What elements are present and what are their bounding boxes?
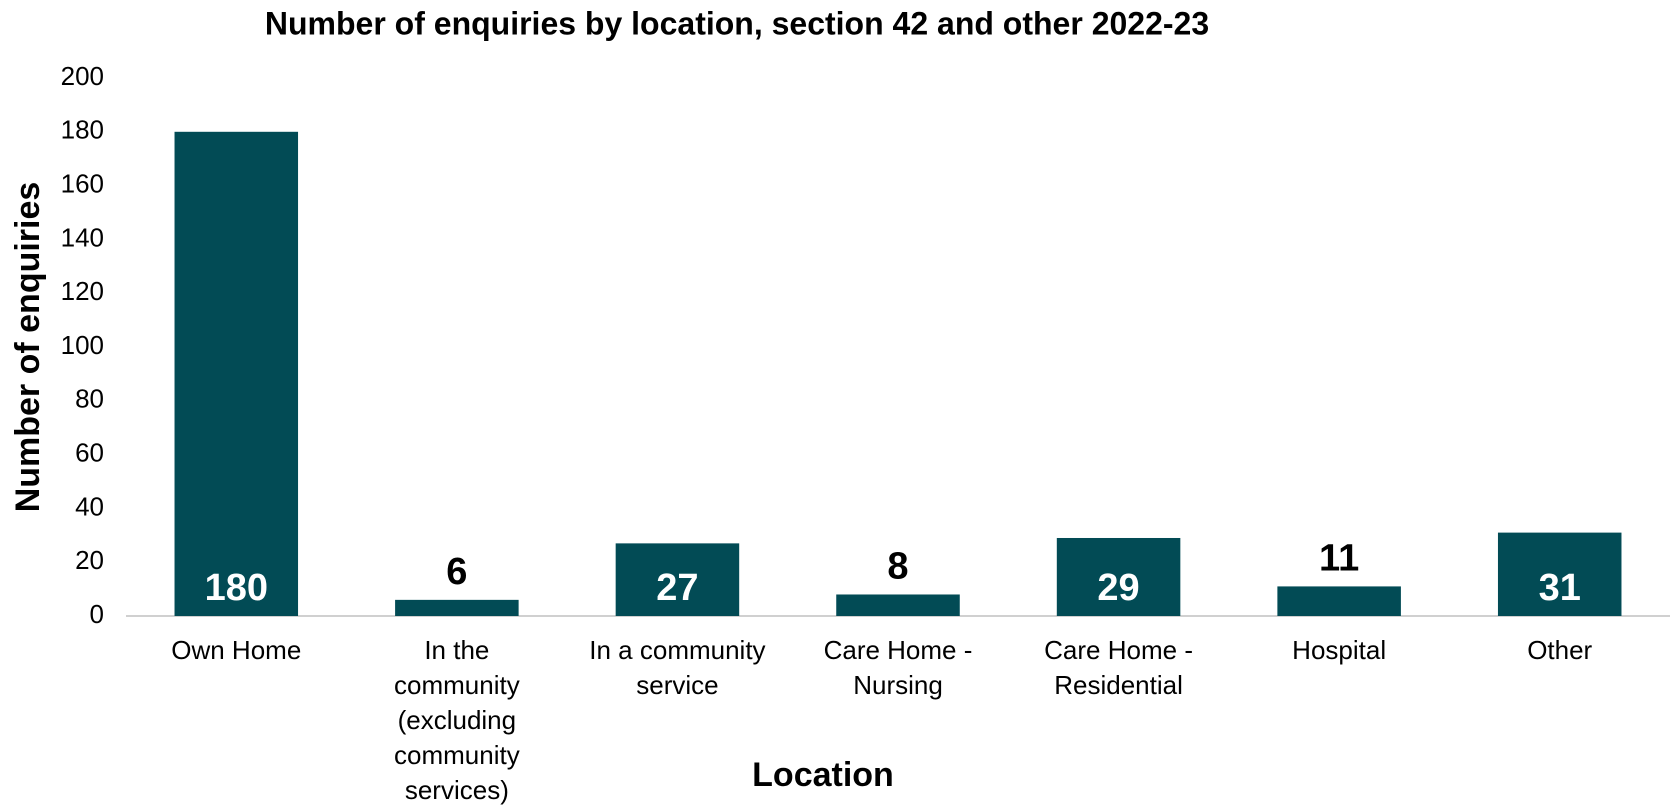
y-axis-title: Number of enquiries <box>9 182 47 513</box>
x-axis-title: Location <box>752 756 894 794</box>
y-tick-label: 40 <box>75 491 104 521</box>
data-label: 180 <box>205 567 268 609</box>
chart-title: Number of enquiries by location, section… <box>265 5 1209 41</box>
y-tick-label: 120 <box>61 276 104 306</box>
y-tick-label: 80 <box>75 384 104 414</box>
y-tick-label: 100 <box>61 330 104 360</box>
y-tick-label: 180 <box>61 115 104 145</box>
data-label: 31 <box>1539 567 1581 609</box>
bar <box>836 594 960 616</box>
y-tick-label: 140 <box>61 222 104 252</box>
y-tick-label: 20 <box>75 545 104 575</box>
bar <box>1497 532 1622 616</box>
bar <box>174 131 299 617</box>
x-tick-label: Other <box>1527 635 1592 665</box>
bar <box>395 599 519 616</box>
data-label: 29 <box>1097 567 1139 609</box>
y-tick-label: 160 <box>61 168 104 198</box>
data-label: 6 <box>446 551 467 593</box>
y-tick-label: 60 <box>75 437 104 467</box>
bar <box>1277 586 1401 616</box>
x-tick-label: In the community (excluding community servic… <box>394 635 520 805</box>
x-tick-label: Care Home -Residential <box>1044 635 1193 700</box>
data-label: 11 <box>1319 537 1359 579</box>
x-tick-label: In a community service <box>589 635 765 700</box>
data-label: 27 <box>656 567 698 609</box>
y-tick-label: 0 <box>90 599 104 629</box>
x-tick-label: Own Home <box>171 635 301 665</box>
bar <box>615 543 740 616</box>
x-tick-label: Care Home -Nursing <box>824 635 973 700</box>
bar <box>1056 537 1181 616</box>
y-tick-label: 200 <box>61 61 104 91</box>
x-tick-label: Hospital <box>1292 635 1386 665</box>
data-label: 8 <box>887 546 908 588</box>
